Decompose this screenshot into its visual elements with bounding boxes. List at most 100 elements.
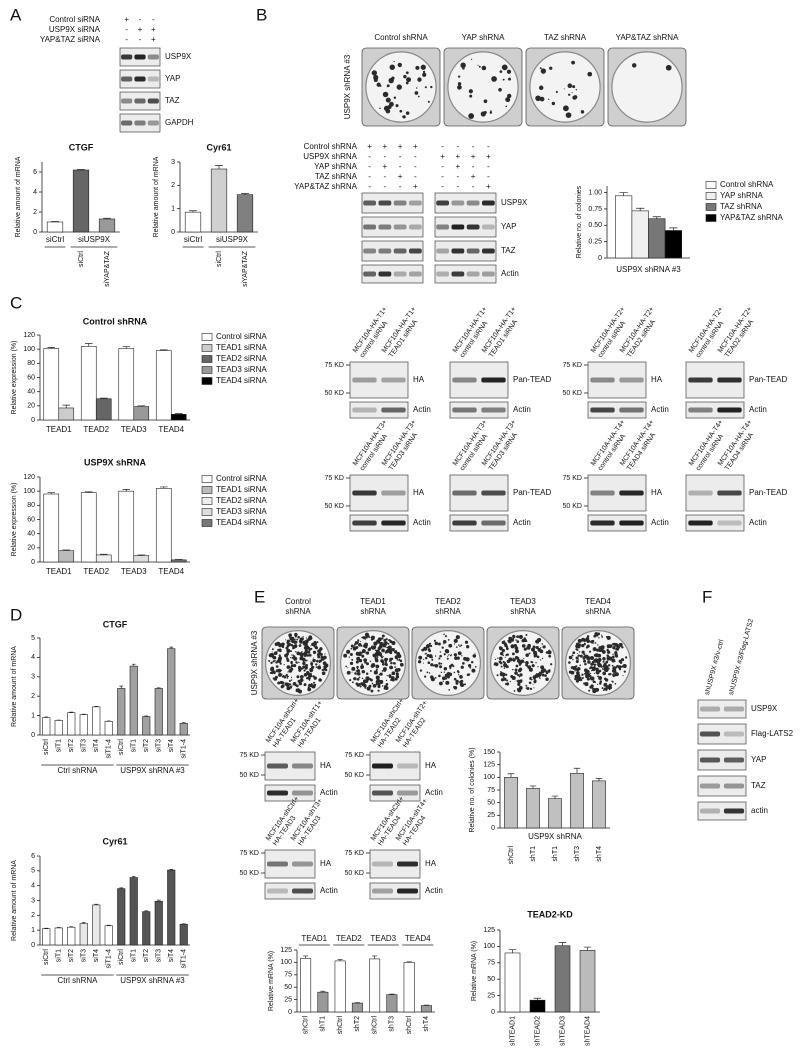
colony: [300, 654, 304, 658]
colony: [351, 658, 354, 661]
band-label: USP9X: [165, 52, 192, 61]
colony: [511, 652, 515, 656]
colony: [361, 677, 364, 680]
y-tick-label: 25: [284, 996, 292, 1003]
colony: [507, 93, 512, 99]
band-label: HA: [413, 375, 425, 384]
colony: [494, 658, 497, 661]
colony: [596, 648, 600, 652]
error-bar: [156, 899, 161, 902]
treatment-sign: -: [139, 35, 142, 44]
colony: [618, 642, 623, 647]
y-axis-label: Relative no. of colonies: [576, 185, 583, 258]
band: [363, 248, 377, 254]
colony: [577, 649, 579, 651]
colony: [525, 633, 528, 636]
band: [381, 407, 406, 413]
colony: [395, 672, 399, 676]
colony: [390, 662, 393, 665]
error-bar: [169, 869, 174, 871]
band: [452, 490, 477, 496]
size-marker: 50 KD: [345, 870, 364, 877]
error-bar: [137, 405, 145, 407]
colony: [423, 646, 428, 651]
plate: [611, 51, 683, 123]
y-tick-label: 6: [33, 169, 37, 176]
colony: [431, 658, 434, 661]
error-bar: [189, 210, 197, 213]
blot-panel: [587, 401, 647, 419]
colony: [491, 76, 497, 82]
colony: [451, 663, 454, 667]
bar: [592, 780, 606, 829]
colony: [515, 680, 517, 682]
colony: [443, 666, 448, 671]
band-label: USP9X: [751, 704, 778, 713]
colony: [374, 658, 379, 663]
colony: [608, 673, 611, 676]
band: [372, 790, 393, 796]
colony: [489, 111, 493, 114]
colony: [272, 655, 277, 660]
colony: [594, 663, 597, 666]
colony: [608, 688, 611, 691]
colony: [590, 640, 594, 644]
plate-label: Control shRNA: [374, 33, 428, 42]
colony: [443, 633, 445, 636]
colony: [299, 678, 304, 683]
bar: [80, 492, 97, 563]
colony: [385, 638, 388, 641]
y-axis-label: Relative amount of mRNA: [153, 156, 160, 237]
bar: [79, 923, 88, 946]
colony: [347, 667, 349, 669]
colony: [349, 653, 353, 656]
colony: [583, 653, 586, 656]
band: [466, 200, 480, 206]
colony: [362, 636, 364, 638]
x-tick-label: shTEAD4: [584, 1016, 591, 1046]
legend-swatch: [201, 366, 213, 374]
colony: [577, 677, 582, 682]
blot-panel: [361, 216, 424, 238]
bar: [155, 488, 172, 563]
colony: [506, 69, 512, 74]
colony: [533, 680, 537, 684]
colony: [369, 660, 372, 663]
bar: [170, 414, 187, 421]
colony: [368, 647, 372, 650]
treatment-sign: +: [456, 162, 461, 171]
group-label: siUSP9X: [216, 235, 249, 244]
colony: [493, 663, 496, 666]
colony: [287, 671, 289, 673]
colony: [379, 107, 381, 110]
bar: [664, 230, 682, 259]
band: [381, 520, 406, 526]
bar: [317, 991, 329, 1013]
bar: [58, 407, 75, 421]
band-label: Actin: [413, 405, 431, 414]
x-tick-label: TEAD3: [121, 425, 147, 434]
colony: [598, 682, 602, 685]
colony: [443, 671, 446, 673]
colony: [388, 650, 391, 653]
treatment-sign: -: [457, 172, 460, 181]
y-tick-label: 6: [31, 853, 35, 860]
colony: [576, 653, 578, 655]
colony: [302, 640, 307, 645]
colony: [426, 671, 429, 674]
legend-swatch: [201, 486, 213, 494]
legend-label: TEAD2 siRNA: [216, 496, 267, 505]
treatment-label: USP9X shRNA: [303, 152, 357, 161]
band: [292, 790, 313, 796]
bar: [210, 168, 228, 233]
colony: [395, 650, 397, 652]
treatment-sign: +: [151, 25, 156, 34]
colony: [519, 673, 523, 677]
y-tick-label: 0: [491, 1009, 495, 1016]
y-tick-label: 0: [171, 229, 175, 236]
colony: [305, 645, 310, 650]
colony: [589, 656, 594, 660]
colony: [595, 642, 597, 644]
size-marker: 75 KD: [240, 850, 259, 857]
x-tick-label: siT1-4: [181, 949, 188, 969]
